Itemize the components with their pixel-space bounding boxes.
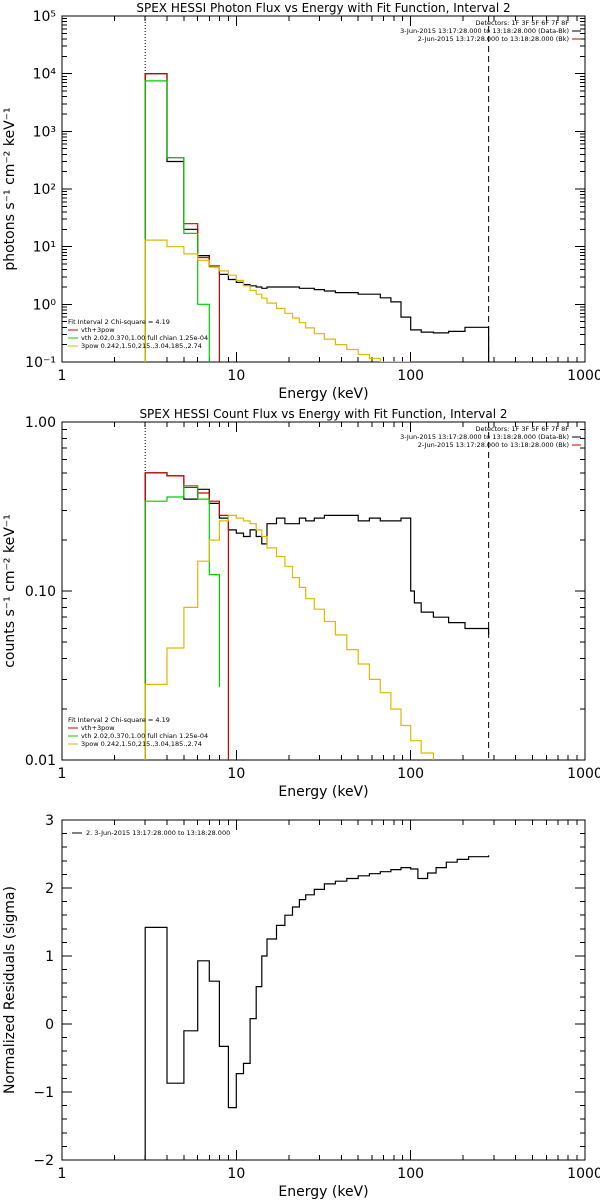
y-tick-label: 10³ [33,124,56,140]
series-vth [144,485,220,760]
y-tick-label: 10² [33,182,56,198]
x-tick-label: 10 [227,368,245,384]
x-axis-label: Energy (keV) [278,386,368,402]
x-tick-label: 10 [227,766,245,782]
plot-frame-1 [61,15,586,363]
series-residuals [144,855,490,1160]
legend-top-left-text: 2. 3-Jun-2015 13:17:28.000 to 13:18:28.0… [86,829,230,837]
y-tick-label: 10⁻¹ [25,355,56,371]
x-tick-label: 1000 [567,368,600,384]
legend-bottom-left-text: vth+3pow [81,724,115,732]
x-tick-label: 100 [397,766,424,782]
legend-top-right-text: Detectors: 1F 3F 5F 6F 7F 8F [475,425,569,433]
legend-top-right-text: 2-Jun-2015 13:17:28.000 to 13:18:28.000 … [418,441,569,449]
y-tick-label: 2 [45,881,54,897]
y-axis-label: photons s⁻¹ cm⁻² keV⁻¹ [2,107,18,270]
legend-top-right-text: Detectors: 1F 3F 5F 6F 7F 8F [475,19,569,27]
x-axis-label: Energy (keV) [278,1184,368,1200]
y-tick-label: 10¹ [33,240,56,256]
x-tick-label: 100 [397,1166,424,1182]
y-tick-label: 0.01 [25,753,56,769]
y-tick-label: 1.00 [25,415,56,431]
series-data-bk [144,73,490,362]
plot-frame-2 [61,421,586,761]
legend-bottom-left-text: 3pow 0.242,1.50,215.,3.04,185.,2.74 [81,740,202,748]
legend-bottom-left-text: vth 2.02,0.370,1.00 full chian 1.25e-04 [81,334,208,342]
legend-bottom-left-text: Fit Interval 2 Chi-square = 4.19 [68,716,170,724]
x-tick-label: 10 [227,1166,245,1182]
legend-top-right-text: 3-Jun-2015 13:17:28.000 to 13:18:28.000 … [400,433,569,441]
y-tick-label: −1 [33,1085,54,1101]
x-axis-label: Energy (keV) [278,784,368,800]
series-data-bk [144,472,490,760]
x-tick-label: 100 [397,368,424,384]
x-tick-label: 1000 [567,1166,600,1182]
y-axis-label: Normalized Residuals (sigma) [2,886,18,1094]
y-tick-label: 1 [45,949,54,965]
y-tick-label: −2 [33,1153,54,1169]
chart-title: SPEX HESSI Photon Flux vs Energy with Fi… [136,1,510,15]
legend-top-right-text: 3-Jun-2015 13:17:28.000 to 13:18:28.000 … [400,27,569,35]
y-tick-label: 3 [45,813,54,829]
y-tick-label: 10⁵ [33,9,56,25]
series-3pow [144,514,434,760]
series-vth [144,80,210,362]
x-tick-label: 1000 [567,766,600,782]
legend-top-right-text: 2-Jun-2015 13:17:28.000 to 13:18:28.000 … [418,35,569,43]
chart-title: SPEX HESSI Count Flux vs Energy with Fit… [139,407,507,421]
legend-bottom-left-text: 3pow 0.242,1.50,215.,3.04,185.,2.74 [81,342,202,350]
y-tick-label: 0 [45,1017,54,1033]
x-tick-label: 1 [58,368,67,384]
plot-frame-3 [61,819,586,1161]
x-tick-label: 1 [58,766,67,782]
y-tick-label: 0.10 [25,584,56,600]
y-tick-label: 10⁰ [33,297,57,313]
series-3pow [144,239,411,362]
legend-bottom-left-text: vth 2.02,0.370,1.00 full chian 1.25e-04 [81,732,208,740]
y-axis-label: counts s⁻¹ cm⁻² keV⁻¹ [2,514,18,668]
legend-bottom-left-text: vth+3pow [81,326,115,334]
y-tick-label: 10⁴ [33,67,57,83]
legend-bottom-left-text: Fit Interval 2 Chi-square = 4.19 [68,318,170,326]
x-tick-label: 1 [58,1166,67,1182]
